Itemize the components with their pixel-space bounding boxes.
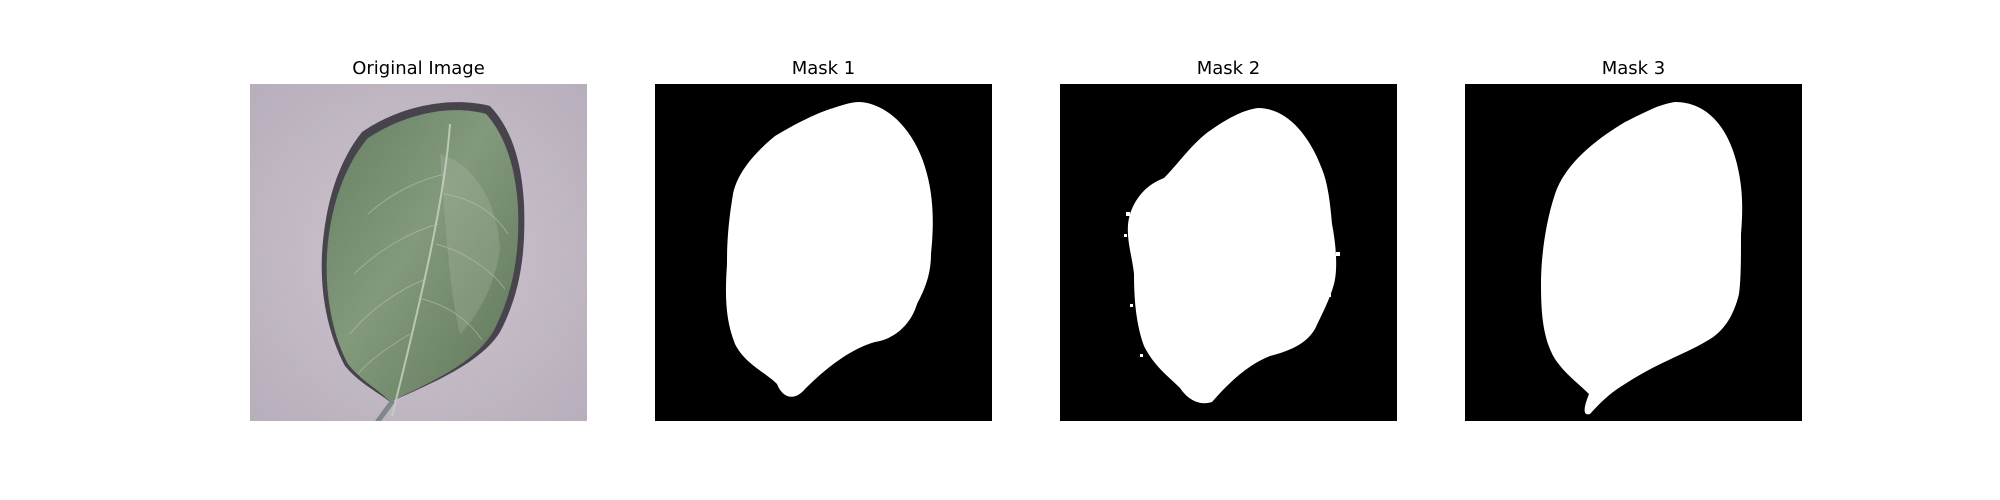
panel-mask-1: Mask 1	[655, 0, 992, 500]
panel-title: Mask 3	[1601, 58, 1666, 79]
panel-mask-3: Mask 3	[1465, 0, 1802, 500]
panel-title: Mask 1	[791, 58, 856, 79]
panel-original-image: Original Image	[250, 0, 587, 500]
mask-1-image	[655, 84, 992, 421]
mask-3-image	[1465, 84, 1802, 421]
original-leaf-image	[250, 84, 587, 421]
panel-mask-2: Mask 2	[1060, 0, 1397, 500]
panel-title: Original Image	[352, 58, 485, 79]
mask-2-image	[1060, 84, 1397, 421]
panel-title: Mask 2	[1196, 58, 1261, 79]
